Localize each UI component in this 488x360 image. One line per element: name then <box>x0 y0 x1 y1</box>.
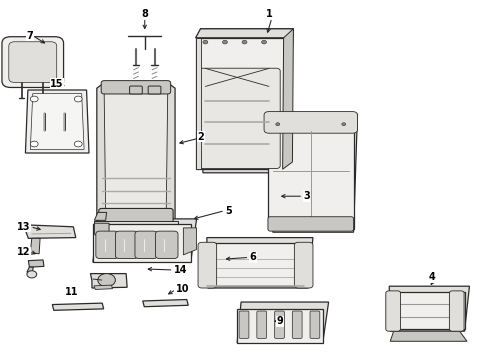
Polygon shape <box>97 85 175 238</box>
Polygon shape <box>237 302 328 343</box>
Polygon shape <box>93 224 190 262</box>
Text: 8: 8 <box>141 9 148 19</box>
Text: 10: 10 <box>176 284 189 294</box>
Text: 2: 2 <box>197 132 204 142</box>
Circle shape <box>341 123 345 126</box>
FancyBboxPatch shape <box>135 231 157 258</box>
FancyBboxPatch shape <box>309 311 319 338</box>
FancyBboxPatch shape <box>274 311 284 338</box>
Polygon shape <box>237 309 322 343</box>
FancyBboxPatch shape <box>2 37 63 87</box>
FancyBboxPatch shape <box>199 68 280 168</box>
Circle shape <box>74 141 82 147</box>
Text: 14: 14 <box>173 265 187 275</box>
FancyBboxPatch shape <box>9 42 57 82</box>
Polygon shape <box>271 114 357 232</box>
FancyBboxPatch shape <box>155 231 178 258</box>
Text: 11: 11 <box>64 287 78 297</box>
Circle shape <box>30 141 38 147</box>
Text: 4: 4 <box>427 272 434 282</box>
FancyBboxPatch shape <box>264 112 357 133</box>
Polygon shape <box>94 223 109 239</box>
FancyBboxPatch shape <box>96 231 118 258</box>
Circle shape <box>74 96 82 102</box>
Text: 13: 13 <box>17 222 30 232</box>
Circle shape <box>275 123 279 126</box>
FancyBboxPatch shape <box>267 217 353 231</box>
Circle shape <box>242 40 246 44</box>
Polygon shape <box>389 331 466 341</box>
Text: 7: 7 <box>26 31 33 41</box>
Polygon shape <box>94 221 177 238</box>
Polygon shape <box>30 238 40 254</box>
Polygon shape <box>195 38 201 169</box>
Text: 15: 15 <box>50 78 63 89</box>
Polygon shape <box>90 274 127 288</box>
FancyBboxPatch shape <box>148 86 161 94</box>
Polygon shape <box>195 29 293 38</box>
Polygon shape <box>183 228 196 255</box>
Circle shape <box>222 40 227 44</box>
Polygon shape <box>195 38 283 169</box>
Text: 9: 9 <box>276 316 283 326</box>
Text: 5: 5 <box>224 206 231 216</box>
FancyBboxPatch shape <box>256 311 266 338</box>
FancyBboxPatch shape <box>448 291 463 331</box>
Text: 6: 6 <box>249 252 256 262</box>
FancyBboxPatch shape <box>101 81 170 94</box>
Polygon shape <box>93 219 196 262</box>
Text: 1: 1 <box>265 9 272 19</box>
Polygon shape <box>104 92 167 209</box>
FancyBboxPatch shape <box>239 311 248 338</box>
FancyBboxPatch shape <box>99 208 173 236</box>
Circle shape <box>27 271 37 278</box>
Polygon shape <box>203 243 307 286</box>
Polygon shape <box>94 212 106 220</box>
Polygon shape <box>386 292 464 329</box>
FancyBboxPatch shape <box>115 231 138 258</box>
FancyBboxPatch shape <box>198 242 216 288</box>
Polygon shape <box>27 267 33 273</box>
FancyBboxPatch shape <box>385 291 400 331</box>
Text: 3: 3 <box>303 191 309 201</box>
Circle shape <box>261 40 266 44</box>
Circle shape <box>30 96 38 102</box>
Polygon shape <box>25 225 76 238</box>
FancyBboxPatch shape <box>292 311 302 338</box>
Polygon shape <box>94 285 112 289</box>
Text: 12: 12 <box>17 247 30 257</box>
Polygon shape <box>282 29 293 169</box>
Polygon shape <box>200 29 293 173</box>
Polygon shape <box>28 260 44 267</box>
Polygon shape <box>206 238 312 288</box>
FancyBboxPatch shape <box>129 86 142 94</box>
Polygon shape <box>388 286 468 331</box>
Polygon shape <box>25 90 89 153</box>
Polygon shape <box>142 300 188 307</box>
FancyBboxPatch shape <box>294 242 312 288</box>
Circle shape <box>203 40 207 44</box>
Polygon shape <box>30 94 84 149</box>
Polygon shape <box>52 303 103 310</box>
Polygon shape <box>267 121 353 229</box>
Circle shape <box>98 274 115 287</box>
